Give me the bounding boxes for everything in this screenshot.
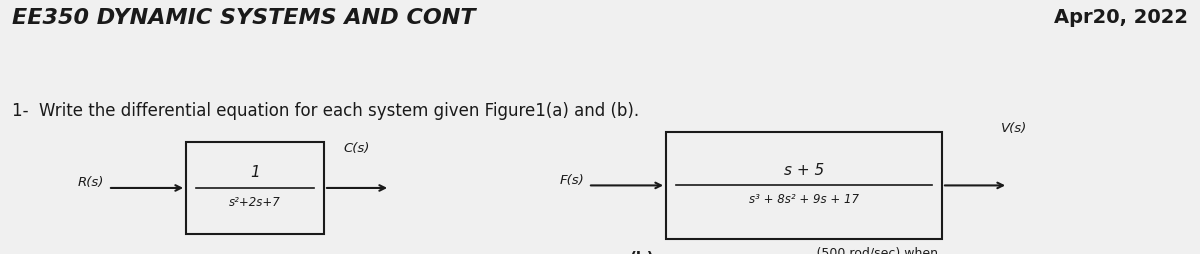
Text: (b): (b): [630, 251, 654, 254]
Text: s³ + 8s² + 9s + 17: s³ + 8s² + 9s + 17: [749, 193, 859, 206]
Text: 1-  Write the differential equation for each system given Figure1(a) and (b).: 1- Write the differential equation for e…: [12, 102, 640, 120]
Text: C(s): C(s): [343, 142, 370, 155]
Text: 1: 1: [250, 165, 260, 180]
Text: EE350 DYNAMIC SYSTEMS AND CONT: EE350 DYNAMIC SYSTEMS AND CONT: [12, 8, 475, 28]
Text: Apr20, 2022: Apr20, 2022: [1054, 8, 1188, 27]
Text: s²+2s+7: s²+2s+7: [229, 196, 281, 209]
Text: …(500 rod/sec) when: …(500 rod/sec) when: [744, 246, 938, 254]
Text: s + 5: s + 5: [784, 163, 824, 178]
Text: R(s): R(s): [78, 176, 104, 189]
Text: F(s): F(s): [559, 174, 584, 187]
Text: V(s): V(s): [1001, 122, 1027, 135]
